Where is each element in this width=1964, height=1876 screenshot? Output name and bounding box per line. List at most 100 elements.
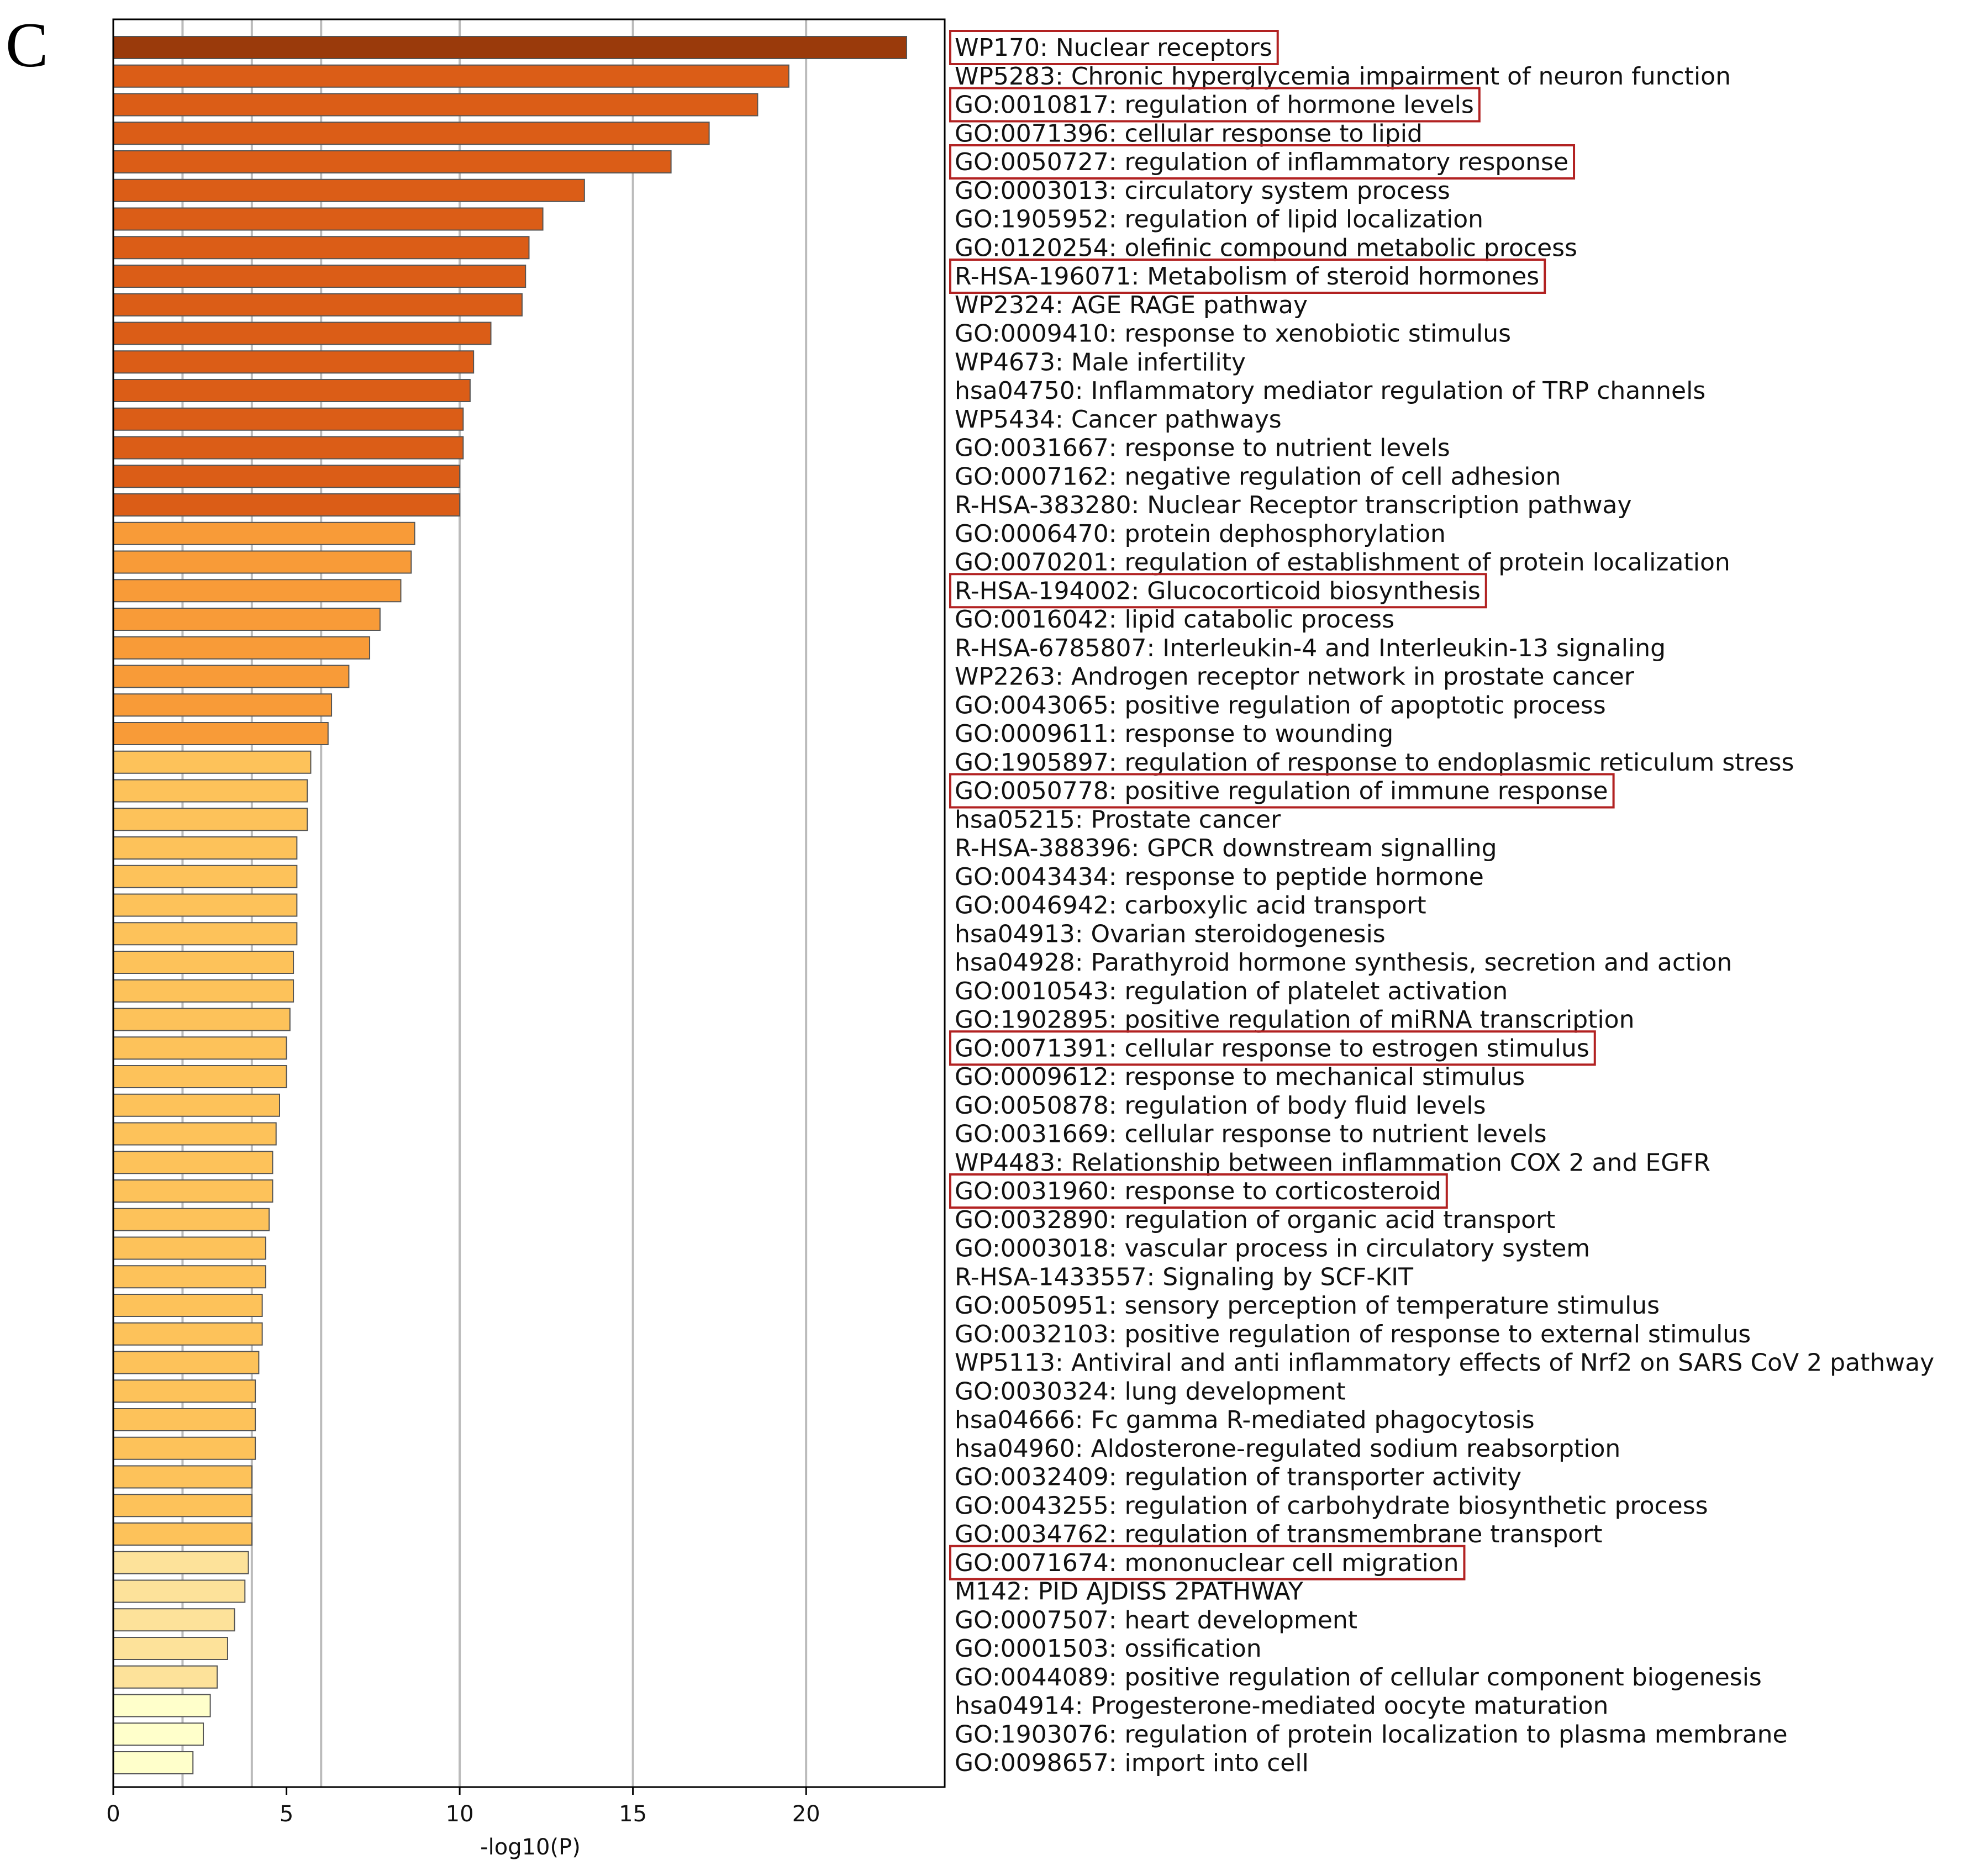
highlight-box (949, 259, 1546, 294)
x-tick-label: 0 (106, 1801, 120, 1827)
term-label: GO:1905897: regulation of response to en… (955, 749, 1794, 777)
highlight-box (949, 87, 1481, 123)
term-label: GO:0009410: response to xenobiotic stimu… (955, 320, 1511, 348)
term-label: hsa04914: Progesterone-mediated oocyte m… (955, 1692, 1608, 1720)
x-axis-title: -log10(P) (480, 1835, 581, 1860)
highlight-box (949, 1030, 1596, 1066)
bar (113, 1036, 287, 1060)
term-label: WP4673: Male infertility (955, 348, 1246, 376)
term-label: GO:0050951: sensory perception of temper… (955, 1292, 1660, 1320)
term-label: GO:0070201: regulation of establishment … (955, 549, 1730, 577)
term-label: R-HSA-1433557: Signaling by SCF-KIT (955, 1263, 1413, 1291)
bar (113, 1208, 270, 1231)
term-label: GO:0032409: regulation of transporter ac… (955, 1463, 1521, 1492)
term-label: GO:0010817: regulation of hormone levels (955, 91, 1474, 119)
term-label: GO:0043434: response to peptide hormone (955, 863, 1484, 891)
bar (113, 865, 298, 888)
bar (113, 1579, 246, 1603)
bar (113, 150, 672, 173)
highlight-box (949, 1545, 1466, 1580)
term-label: R-HSA-196071: Metabolism of steroid horm… (955, 262, 1539, 291)
bar (113, 750, 312, 774)
bar (113, 693, 333, 717)
highlight-box (949, 573, 1487, 609)
bar (113, 893, 298, 917)
term-label: GO:1903076: regulation of protein locali… (955, 1720, 1788, 1748)
term-label: WP5434: Cancer pathways (955, 405, 1282, 434)
bar (113, 436, 464, 460)
highlight-box (949, 30, 1279, 65)
bar (113, 1065, 287, 1088)
bar (113, 1494, 252, 1517)
bar (113, 1351, 260, 1374)
bar (113, 407, 464, 431)
term-label: GO:0050878: regulation of body fluid lev… (955, 1092, 1486, 1120)
bar (113, 922, 298, 946)
bar (113, 1294, 263, 1317)
bar (113, 178, 585, 202)
term-label: R-HSA-388396: GPCR downstream signalling (955, 834, 1497, 862)
highlight-box (949, 773, 1615, 809)
term-label: GO:0001503: ossification (955, 1635, 1262, 1663)
bar (113, 521, 415, 545)
x-axis-ticks: 0 5 10 15 20 (106, 1787, 820, 1827)
x-tick-label: 20 (792, 1801, 820, 1827)
term-label: GO:0030324: lung development (955, 1377, 1346, 1405)
bar (113, 636, 371, 660)
bar (113, 1236, 266, 1260)
term-label: GO:1902895: positive regulation of miRNA… (955, 1006, 1634, 1034)
bar (113, 1151, 273, 1174)
term-label: GO:0031960: response to corticosteroid (955, 1177, 1441, 1205)
bar (113, 379, 471, 402)
term-label: R-HSA-6785807: Interleukin-4 and Interle… (955, 634, 1666, 662)
term-label: GO:0043065: positive regulation of apopt… (955, 691, 1606, 719)
term-label: hsa04960: Aldosterone-regulated sodium r… (955, 1435, 1620, 1463)
bar (113, 608, 381, 631)
bar (113, 1122, 277, 1146)
bar (113, 1465, 252, 1489)
bar (113, 979, 294, 1003)
term-label: GO:0032890: regulation of organic acid t… (955, 1206, 1555, 1234)
bar (113, 207, 544, 231)
bar (113, 836, 298, 860)
bar (113, 1408, 256, 1431)
bar (113, 1179, 273, 1203)
bar (113, 550, 412, 574)
bar (113, 64, 789, 88)
term-label: GO:0071391: cellular response to estroge… (955, 1034, 1589, 1062)
bar (113, 1265, 266, 1289)
bar (113, 951, 294, 974)
term-label: GO:0034762: regulation of transmembrane … (955, 1520, 1603, 1548)
bar (113, 493, 461, 517)
bar (113, 236, 530, 260)
term-label: WP5283: Chronic hyperglycemia impairment… (955, 62, 1731, 91)
bar (113, 808, 308, 831)
bar (113, 1322, 263, 1346)
bar (113, 1522, 252, 1546)
x-tick-label: 5 (280, 1801, 293, 1827)
term-label: GO:0006470: protein dephosphorylation (955, 520, 1446, 548)
bar (113, 1608, 235, 1632)
bar (113, 36, 908, 59)
term-label: GO:0071674: mononuclear cell migration (955, 1549, 1458, 1577)
bar (113, 465, 461, 488)
term-label: GO:0044089: positive regulation of cellu… (955, 1663, 1762, 1691)
term-label: WP2324: AGE RAGE pathway (955, 291, 1308, 319)
bar (113, 1751, 194, 1774)
bar (113, 779, 308, 803)
plot-frame (112, 18, 946, 1788)
x-tick-label: 10 (446, 1801, 474, 1827)
bar (113, 722, 329, 745)
bar (113, 665, 350, 688)
term-label: hsa04928: Parathyroid hormone synthesis,… (955, 948, 1732, 977)
term-label: GO:0050727: regulation of inflammatory r… (955, 148, 1568, 176)
term-label: WP5113: Antiviral and anti inflammatory … (955, 1349, 1934, 1377)
bar (113, 122, 710, 145)
term-label: GO:0009611: response to wounding (955, 720, 1393, 748)
term-label: GO:0120254: olefinic compound metabolic … (955, 234, 1577, 262)
term-label: hsa05215: Prostate cancer (955, 805, 1281, 834)
bar (113, 322, 492, 345)
term-label: hsa04666: Fc gamma R-mediated phagocytos… (955, 1406, 1535, 1434)
bar (113, 1637, 228, 1660)
